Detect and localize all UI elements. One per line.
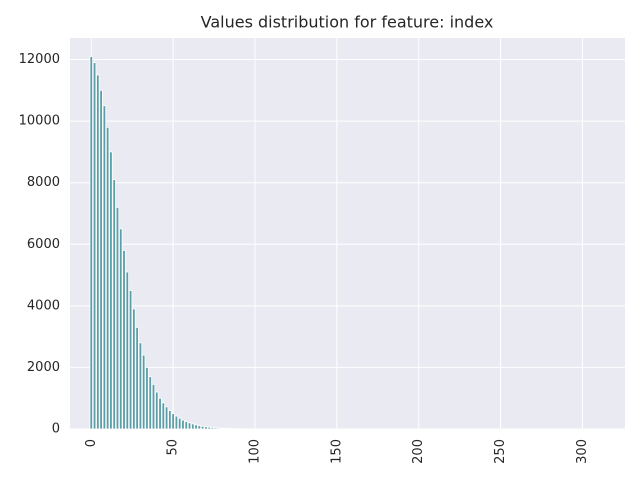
bar — [136, 327, 139, 429]
bar — [152, 384, 155, 429]
y-tick-label: 8000 — [27, 175, 60, 190]
y-tick-label: 0 — [52, 422, 60, 437]
bar — [100, 90, 103, 429]
x-tick-label: 100 — [248, 439, 263, 464]
bar — [221, 428, 224, 429]
bar — [126, 272, 129, 429]
x-tick-label: 250 — [493, 439, 508, 464]
plot-area — [70, 38, 625, 429]
bar — [116, 207, 119, 429]
x-tick-label: 150 — [329, 439, 344, 464]
bar — [129, 290, 132, 429]
bar — [172, 414, 175, 429]
bar — [175, 416, 178, 429]
bar — [97, 75, 100, 429]
bar — [227, 428, 230, 429]
y-tick-label: 4000 — [27, 298, 60, 313]
bar — [195, 425, 198, 429]
bar — [188, 423, 191, 429]
y-tick-label: 2000 — [27, 360, 60, 375]
bar — [149, 377, 152, 429]
bar — [159, 398, 162, 429]
x-tick-label: 50 — [166, 439, 181, 456]
bar — [133, 309, 136, 429]
x-tick-label: 200 — [411, 439, 426, 464]
bar — [182, 420, 185, 429]
bar — [169, 411, 172, 429]
bar — [106, 127, 109, 429]
bar — [191, 424, 194, 429]
bar — [205, 427, 208, 429]
bar — [178, 418, 181, 429]
bar — [103, 106, 106, 429]
bar — [93, 63, 96, 429]
bar — [139, 343, 142, 429]
bar — [162, 403, 165, 429]
bar — [142, 355, 145, 429]
bar — [214, 428, 217, 429]
bar — [123, 250, 126, 429]
bar — [165, 407, 168, 429]
y-tick-label: 6000 — [27, 237, 60, 252]
bar — [110, 152, 113, 429]
y-tick-label: 12000 — [19, 52, 60, 67]
bar — [119, 229, 122, 429]
bar — [185, 422, 188, 429]
bar — [90, 56, 93, 429]
y-tick-label: 10000 — [19, 114, 60, 129]
x-tick-label: 300 — [575, 439, 590, 464]
bar — [146, 367, 149, 429]
bar — [211, 427, 214, 429]
bar — [224, 428, 227, 429]
bar — [208, 427, 211, 429]
bar — [218, 428, 221, 429]
bar — [201, 426, 204, 429]
x-tick-label: 0 — [84, 439, 99, 447]
chart-title: Values distribution for feature: index — [201, 13, 494, 32]
bar — [113, 180, 116, 429]
bar — [155, 392, 158, 429]
bar — [198, 426, 201, 429]
